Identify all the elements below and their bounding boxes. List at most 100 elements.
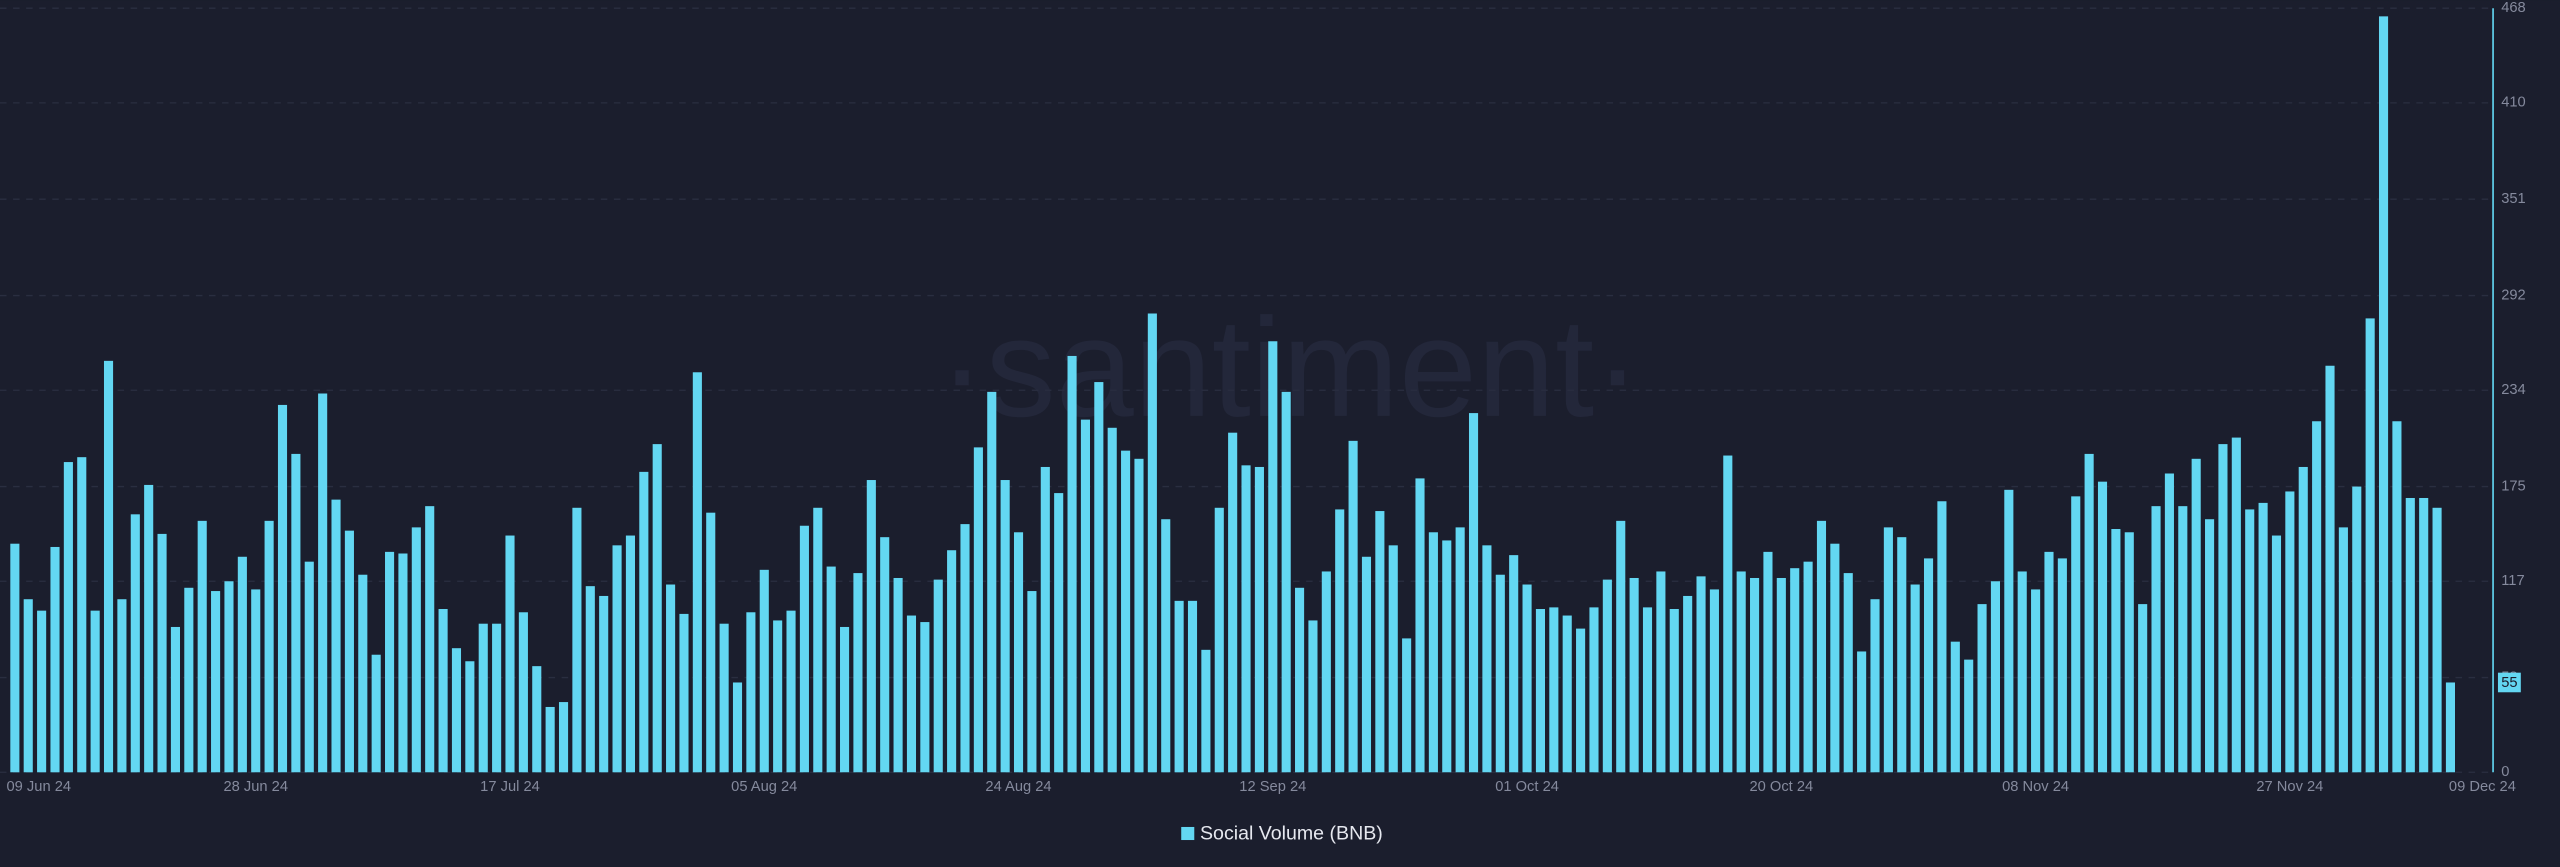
bar (1121, 450, 1131, 773)
bar (518, 612, 528, 773)
bar (2205, 519, 2215, 773)
bar (2338, 527, 2348, 773)
bar (1709, 589, 1719, 773)
bar (2164, 473, 2174, 773)
bar (1134, 458, 1144, 773)
bar (1843, 573, 1853, 773)
bar (1656, 571, 1666, 773)
x-tick-label: 09 Dec 24 (2449, 779, 2516, 795)
bar (103, 360, 114, 773)
bar (692, 372, 702, 773)
bar (1375, 511, 1385, 773)
bar (264, 520, 274, 773)
bar (2325, 365, 2335, 773)
x-tick-label: 08 Nov 24 (2002, 779, 2069, 795)
bar (1977, 604, 1987, 773)
bar (558, 702, 569, 773)
legend: Social Volume (BNB) (1181, 822, 1383, 844)
bar (1549, 607, 1559, 773)
bar (1254, 466, 1264, 773)
bar (2178, 506, 2188, 773)
bar (947, 550, 957, 773)
bar (1442, 540, 1452, 773)
bar (1174, 600, 1184, 773)
y-tick-label: 410 (2501, 95, 2526, 111)
bar (2298, 466, 2308, 773)
bar (1870, 599, 1880, 773)
y-tick-label: 468 (2501, 0, 2526, 16)
y-tick-label: 292 (2501, 287, 2526, 303)
bar (799, 525, 809, 773)
bar (1013, 532, 1024, 773)
bar (1000, 480, 1010, 773)
bar (371, 654, 381, 773)
bar (1937, 501, 1947, 773)
bar (813, 507, 823, 773)
bar (1214, 507, 1224, 773)
bar (1228, 432, 1238, 773)
bar (1187, 600, 1198, 773)
bar (599, 595, 609, 773)
bar (291, 453, 301, 773)
y-tick-label: 0 (2501, 764, 2509, 780)
bar (50, 546, 60, 773)
x-tick-label: 28 Jun 24 (223, 779, 288, 795)
bar (1589, 607, 1599, 773)
bar (2191, 458, 2201, 773)
legend-label: Social Volume (BNB) (1200, 822, 1383, 844)
bar (2231, 437, 2241, 773)
bar (505, 535, 515, 773)
bar (237, 556, 247, 773)
bar (144, 484, 154, 773)
bar (2124, 532, 2134, 773)
bar (478, 623, 488, 773)
bar (1642, 607, 1653, 773)
bar (117, 599, 127, 773)
bar (1857, 651, 1867, 773)
bar (23, 599, 33, 773)
bar (1669, 609, 1679, 773)
bar (130, 514, 140, 773)
bar (2365, 318, 2375, 773)
bar (1509, 555, 1519, 773)
bar (37, 610, 47, 773)
bar (2271, 535, 2282, 773)
bar (987, 391, 997, 773)
bar (2017, 571, 2027, 773)
bar (2084, 453, 2094, 773)
x-tick-label: 17 Jul 24 (480, 779, 540, 795)
x-tick-label: 09 Jun 24 (7, 779, 72, 795)
bar (639, 471, 649, 773)
bar (652, 444, 662, 773)
bar (2405, 497, 2415, 773)
bar (532, 666, 542, 773)
bar (1883, 527, 1893, 773)
bar (1723, 455, 1733, 773)
bar (1107, 427, 1117, 773)
bar (933, 579, 943, 773)
bar (465, 661, 475, 773)
x-tick-label: 01 Oct 24 (1495, 779, 1559, 795)
bar (1763, 551, 1773, 773)
bar (251, 589, 261, 773)
bar (1268, 341, 1278, 773)
bar (1321, 571, 1331, 773)
bar (1776, 577, 1786, 773)
bar (1308, 620, 1318, 773)
bar (1348, 440, 1358, 773)
bar (1923, 558, 1934, 773)
bar (960, 524, 970, 773)
bar (197, 520, 207, 773)
bar (1402, 638, 1412, 773)
bar (170, 626, 180, 773)
bar (1161, 519, 1171, 773)
bar (1790, 568, 1800, 773)
bar (1830, 543, 1840, 773)
bar (211, 591, 221, 773)
bar (2245, 509, 2255, 773)
bar (2419, 497, 2429, 773)
bar (2004, 489, 2014, 773)
bar (2312, 421, 2322, 773)
bar (706, 512, 716, 773)
x-tick-label: 24 Aug 24 (985, 779, 1051, 795)
